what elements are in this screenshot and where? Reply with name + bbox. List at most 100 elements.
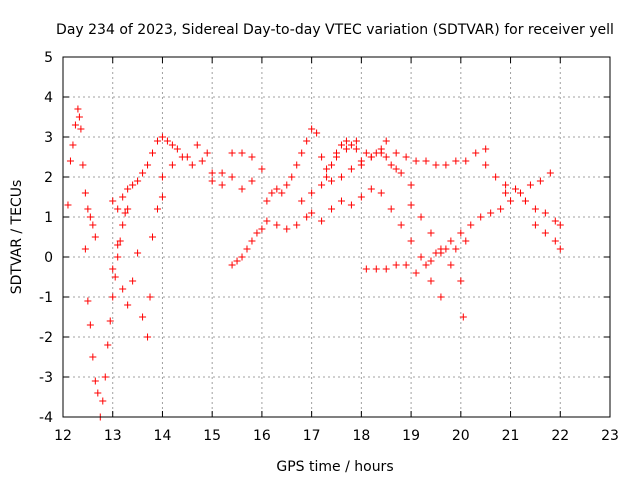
data-point bbox=[482, 161, 490, 169]
data-point bbox=[347, 141, 355, 149]
data-point bbox=[531, 221, 539, 229]
data-point bbox=[298, 149, 306, 157]
data-point bbox=[541, 229, 549, 237]
data-point bbox=[323, 165, 331, 173]
data-point bbox=[106, 317, 114, 325]
y-tick-label: -4 bbox=[39, 410, 53, 426]
x-tick-label: 18 bbox=[352, 428, 370, 444]
data-point bbox=[452, 245, 460, 253]
data-point bbox=[397, 221, 405, 229]
data-point bbox=[318, 153, 326, 161]
data-point bbox=[427, 229, 435, 237]
data-point bbox=[507, 197, 515, 205]
data-point bbox=[238, 149, 246, 157]
data-point bbox=[119, 193, 127, 201]
data-point bbox=[273, 221, 281, 229]
data-point bbox=[149, 233, 157, 241]
data-point bbox=[158, 173, 166, 181]
data-point bbox=[521, 197, 529, 205]
data-point bbox=[357, 193, 365, 201]
series-upper-18-20 bbox=[357, 137, 490, 169]
series-drop-19-20 bbox=[407, 201, 465, 285]
data-point bbox=[111, 273, 119, 281]
data-point bbox=[258, 165, 266, 173]
data-point bbox=[452, 157, 460, 165]
data-point bbox=[392, 165, 400, 173]
data-point bbox=[387, 161, 395, 169]
data-point bbox=[243, 245, 251, 253]
x-axis-label: GPS time / hours bbox=[276, 459, 393, 475]
series-outlier bbox=[459, 313, 467, 321]
data-point bbox=[337, 141, 345, 149]
data-point bbox=[77, 125, 85, 133]
data-point bbox=[367, 153, 375, 161]
y-tick-label: 3 bbox=[44, 130, 53, 146]
data-point bbox=[81, 245, 89, 253]
series-late-21-22 bbox=[502, 185, 564, 253]
series-rise-15-16 bbox=[228, 225, 266, 269]
data-point bbox=[347, 165, 355, 173]
data-point bbox=[516, 189, 524, 197]
data-point bbox=[402, 261, 410, 269]
data-point bbox=[551, 217, 559, 225]
data-point bbox=[208, 169, 216, 177]
data-point bbox=[352, 137, 360, 145]
data-point bbox=[372, 265, 380, 273]
data-point bbox=[337, 173, 345, 181]
data-point bbox=[293, 221, 301, 229]
data-point bbox=[407, 181, 415, 189]
data-point bbox=[263, 197, 271, 205]
data-point bbox=[116, 237, 124, 245]
data-point bbox=[342, 137, 350, 145]
data-point bbox=[114, 253, 122, 261]
data-point bbox=[303, 137, 311, 145]
data-point bbox=[134, 177, 142, 185]
data-point bbox=[84, 297, 92, 305]
data-points bbox=[64, 105, 564, 421]
data-point bbox=[218, 181, 226, 189]
data-point bbox=[253, 229, 261, 237]
data-point bbox=[308, 189, 316, 197]
data-point bbox=[228, 173, 236, 181]
data-point bbox=[66, 157, 74, 165]
data-point bbox=[89, 353, 97, 361]
series-rise-19-22 bbox=[427, 169, 554, 265]
data-point bbox=[352, 145, 360, 153]
data-point bbox=[556, 221, 564, 229]
data-point bbox=[497, 205, 505, 213]
data-point bbox=[303, 213, 311, 221]
data-point bbox=[81, 189, 89, 197]
y-tick-label: 4 bbox=[44, 90, 53, 106]
data-point bbox=[144, 333, 152, 341]
data-point bbox=[482, 145, 490, 153]
data-point bbox=[512, 185, 520, 193]
series-rise-13-14 bbox=[109, 133, 176, 213]
data-point bbox=[139, 313, 147, 321]
data-point bbox=[387, 205, 395, 213]
x-tick-label: 12 bbox=[54, 428, 72, 444]
data-point bbox=[357, 161, 365, 169]
data-point bbox=[218, 169, 226, 177]
x-tick-label: 21 bbox=[502, 428, 520, 444]
data-point bbox=[551, 237, 559, 245]
data-point bbox=[248, 237, 256, 245]
data-point bbox=[74, 105, 82, 113]
series-fall-20-22 bbox=[482, 161, 564, 229]
data-point bbox=[248, 153, 256, 161]
data-point bbox=[367, 185, 375, 193]
data-point bbox=[397, 169, 405, 177]
y-tick-label: 5 bbox=[44, 50, 53, 66]
data-point bbox=[318, 217, 326, 225]
data-point bbox=[193, 141, 201, 149]
data-point bbox=[94, 389, 102, 397]
data-point bbox=[328, 177, 336, 185]
data-point bbox=[114, 205, 122, 213]
data-point bbox=[392, 149, 400, 157]
data-point bbox=[427, 277, 435, 285]
data-point bbox=[89, 221, 97, 229]
data-point bbox=[422, 261, 430, 269]
chart-title: Day 234 of 2023, Sidereal Day-to-day VTE… bbox=[56, 22, 614, 38]
data-point bbox=[71, 121, 79, 129]
data-point bbox=[134, 249, 142, 257]
data-point bbox=[342, 145, 350, 153]
